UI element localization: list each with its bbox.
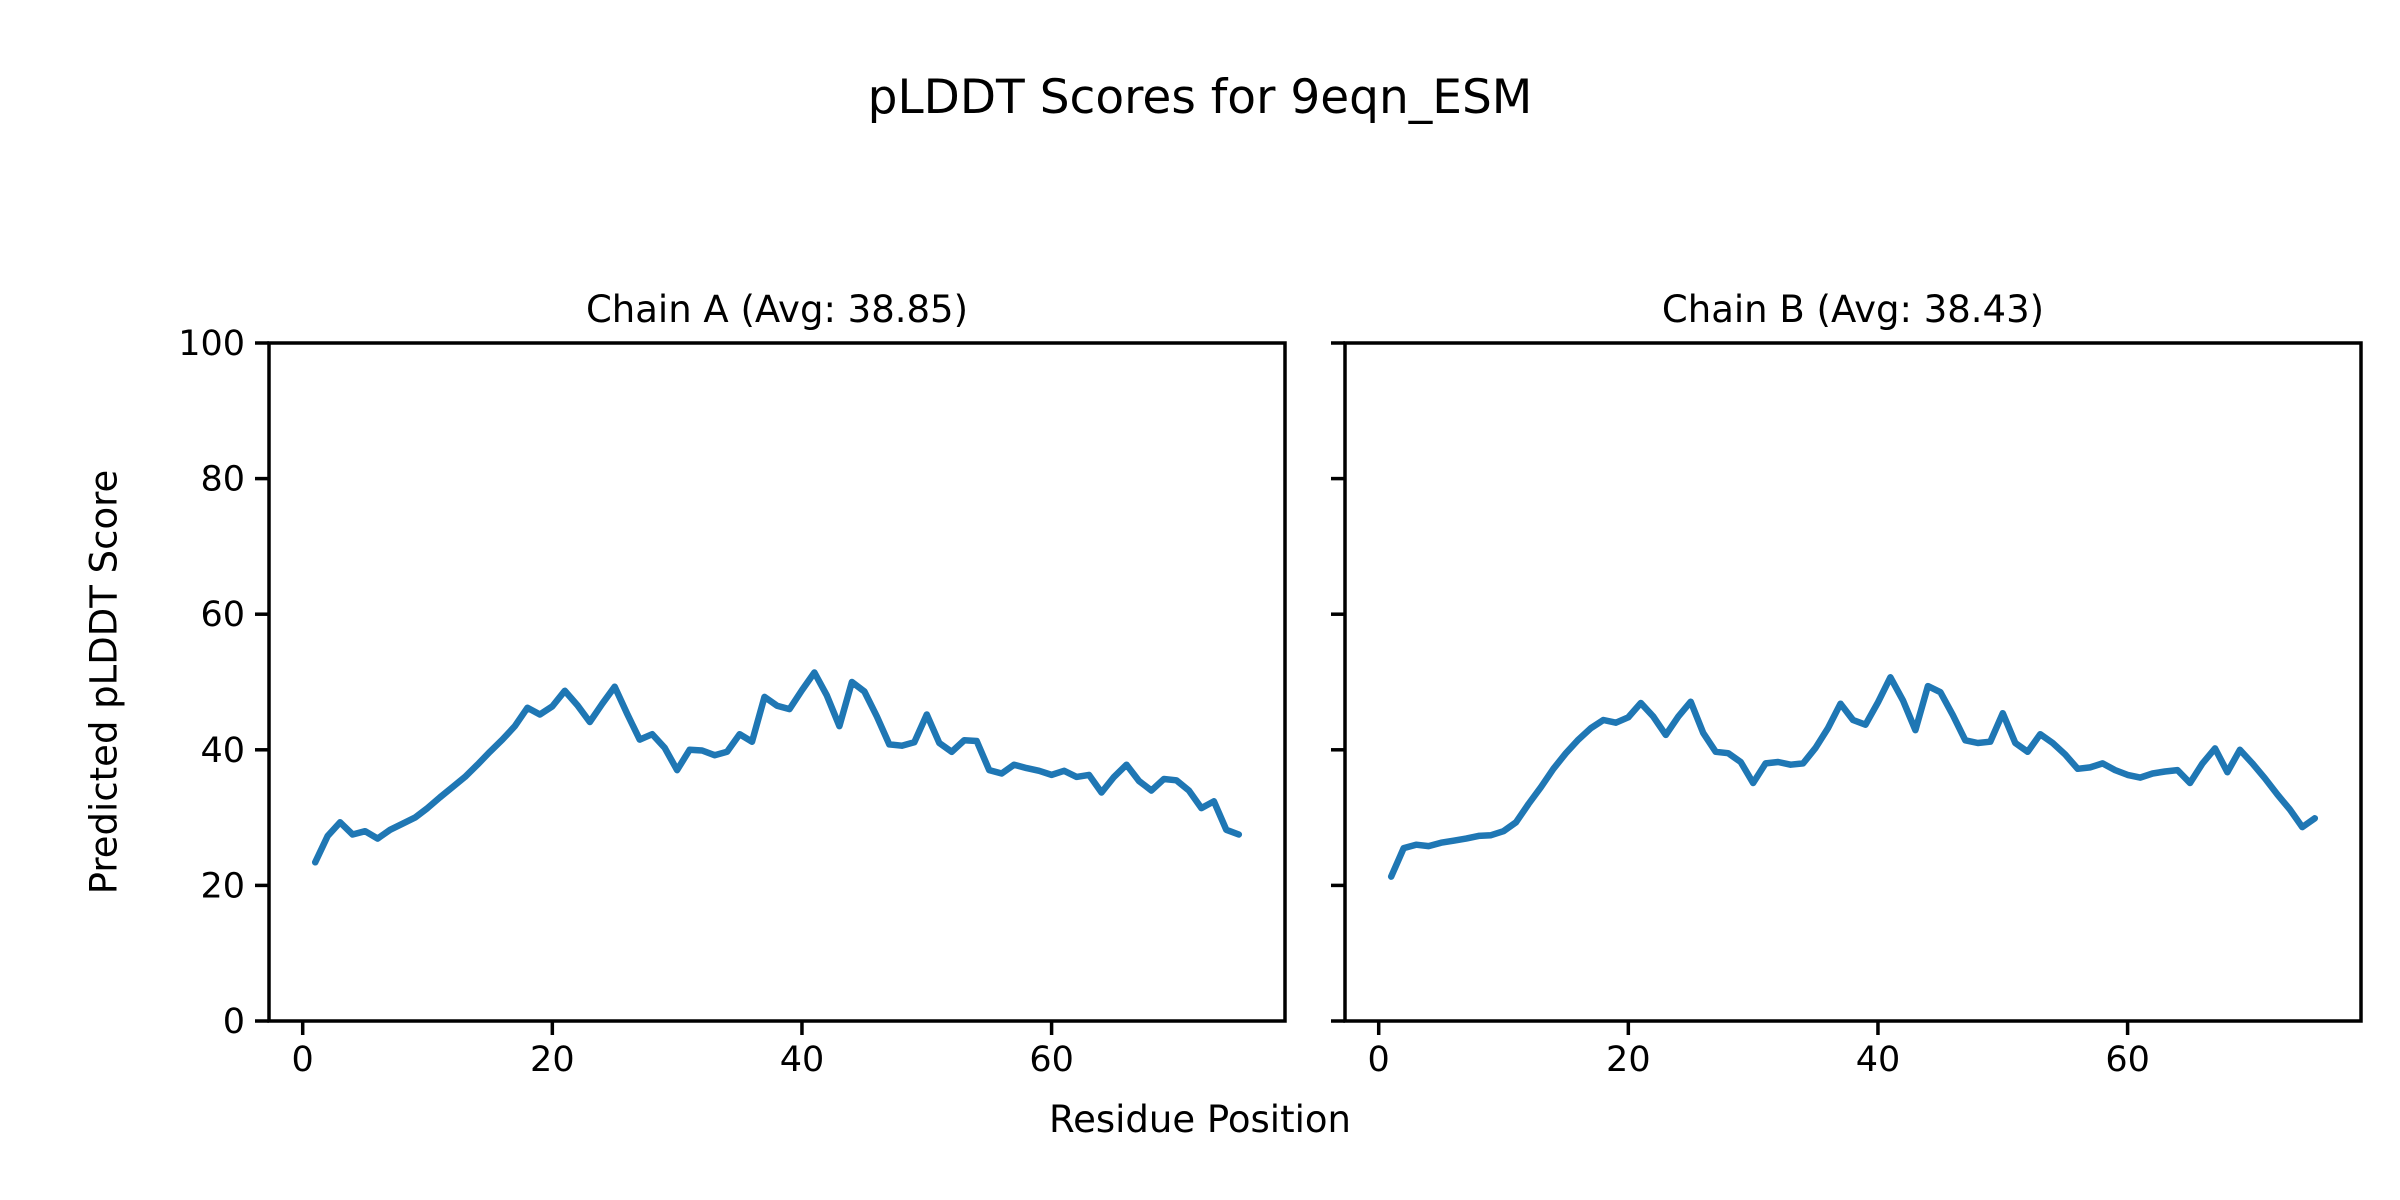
plddt-line-chain-b — [1387, 674, 2319, 880]
x-tick-label: 20 — [530, 1040, 575, 1080]
x-tick-label: 40 — [1856, 1040, 1901, 1080]
x-tick-label: 60 — [2105, 1040, 2150, 1080]
figure-title: pLDDT Scores for 9eqn_ESM — [867, 70, 1533, 125]
y-tick-label: 100 — [178, 324, 245, 364]
x-tick-label: 20 — [1606, 1040, 1651, 1080]
y-tick-label: 40 — [200, 731, 245, 771]
subplot-title-chain-b: Chain B (Avg: 38.43) — [1661, 288, 2045, 331]
x-tick-label: 60 — [1029, 1040, 1074, 1080]
x-tick-label: 0 — [1368, 1040, 1390, 1080]
y-tick-label: 80 — [200, 460, 245, 500]
y-tick-label: 20 — [200, 866, 245, 906]
axes-spines — [1343, 341, 2363, 1023]
y-tick-label: 0 — [223, 1002, 245, 1042]
x-axis-label: Residue Position — [1049, 1098, 1351, 1141]
y-tick-label: 60 — [200, 595, 245, 635]
x-tick-label: 0 — [292, 1040, 314, 1080]
x-tick-label: 40 — [780, 1040, 825, 1080]
subplot-title-chain-a: Chain A (Avg: 38.85) — [585, 288, 969, 331]
plddt-line-chain-a — [311, 669, 1243, 866]
axes-spines — [267, 341, 1287, 1023]
subplot-chain-a: 0 20 40 60 0 20 40 60 80 100 — [178, 324, 1287, 1080]
y-axis-label: Predicted pLDDT Score — [82, 469, 126, 895]
subplot-chain-b: 0 20 40 60 — [1331, 341, 2363, 1080]
